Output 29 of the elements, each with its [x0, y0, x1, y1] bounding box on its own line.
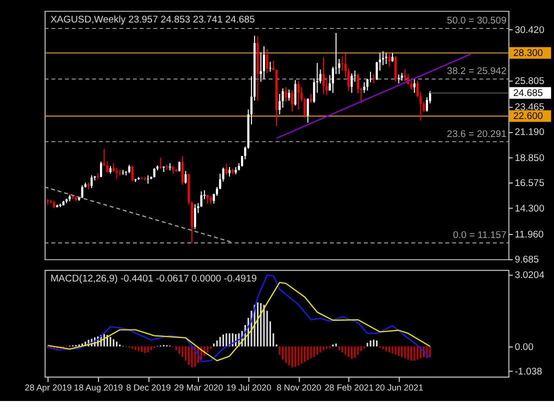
ref-line-label: 28.300 — [513, 48, 544, 59]
ref-line-label: 23.6 = 20.291 — [446, 128, 506, 140]
ref-line-label: 0.0 = 11.157 — [453, 230, 506, 242]
y-tick-label: 9.685 — [514, 254, 539, 266]
ref-line-label: 38.2 = 25.942 — [446, 66, 506, 78]
annotation: 24.685 — [513, 88, 543, 99]
y-tick-label: 30.420 — [514, 24, 545, 36]
ref-line-label: 50.0 = 30.509 — [446, 16, 506, 27]
y-tick-label: 14.300 — [514, 203, 545, 214]
y-tick-label: 0.00 — [514, 342, 534, 353]
ref-line-label: 22.600 — [513, 111, 544, 122]
chart-title: MACD(12,26,9) -0.4401 -0.0617 0.0000 -0.4919 — [50, 274, 257, 285]
x-tick-label: 19 Jul 2020 — [226, 382, 272, 393]
y-tick-label: 11.960 — [514, 229, 544, 240]
y-tick-label: 16.575 — [514, 178, 544, 190]
y-tick-label: 23.465 — [514, 102, 544, 113]
x-tick-label: 20 Jun 2021 — [375, 382, 424, 393]
x-tick-label: 28 Feb 2021 — [324, 382, 374, 393]
y-tick-label: -1.038 — [514, 366, 542, 378]
y-tick-label: 18.850 — [514, 153, 545, 164]
x-tick-label: 18 Aug 2019 — [74, 382, 124, 393]
y-tick-label: 25.805 — [514, 76, 544, 87]
y-tick-label: 21.190 — [514, 127, 545, 138]
x-tick-label: 29 Mar 2020 — [174, 382, 224, 393]
x-tick-label: 28 Apr 2019 — [24, 382, 72, 393]
chart-title: XAGUSD,Weekly 23.957 24.853 23.741 24.685 — [50, 14, 255, 26]
x-tick-label: 8 Dec 2019 — [126, 382, 171, 393]
x-tick-label: 8 Nov 2020 — [276, 382, 322, 393]
y-tick-label: 3.0204 — [514, 270, 545, 282]
